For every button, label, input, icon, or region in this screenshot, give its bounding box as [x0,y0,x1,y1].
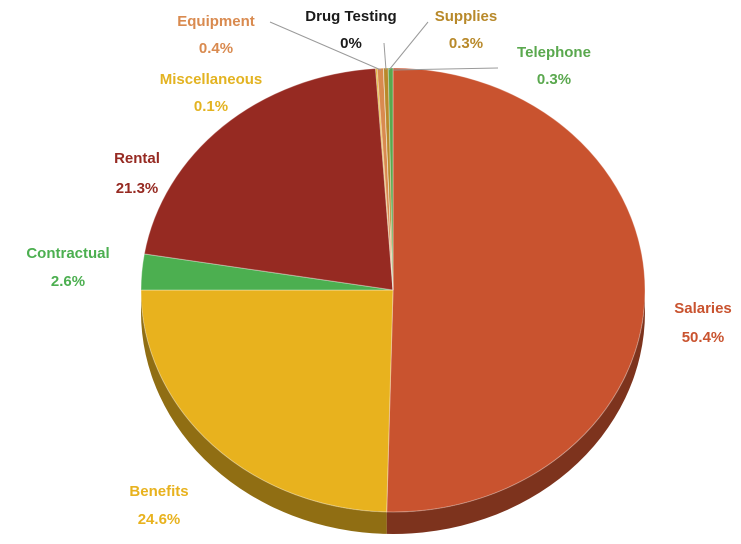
leader-line-supplies [388,21,429,71]
value-benefits: 24.6% [138,511,181,528]
value-drug-testing: 0% [340,35,362,52]
label-benefits: Benefits [129,483,188,500]
value-salaries: 50.4% [682,329,725,346]
leader-line-drug-testing [383,42,387,71]
slice-rental [143,68,394,291]
leader-line-equipment [269,21,382,71]
slice-benefits [140,289,394,513]
slice-salaries [386,67,646,513]
slice-side-salaries [386,290,645,534]
label-salaries: Salaries [674,300,732,317]
slice-side-benefits [141,290,387,534]
label-equipment: Equipment [177,13,255,30]
value-contractual: 2.6% [51,273,85,290]
slice-contractual [140,253,394,291]
label-supplies: Supplies [435,8,498,25]
value-rental: 21.3% [116,180,159,197]
value-supplies: 0.3% [449,35,483,52]
label-rental: Rental [114,150,160,167]
label-miscellaneous: Miscellaneous [160,71,263,88]
value-telephone: 0.3% [537,71,571,88]
value-miscellaneous: 0.1% [194,98,228,115]
label-drug-testing: Drug Testing [305,8,396,25]
label-contractual: Contractual [26,245,109,262]
value-equipment: 0.4% [199,40,233,57]
leader-line-telephone [392,67,499,71]
label-telephone: Telephone [517,44,591,61]
